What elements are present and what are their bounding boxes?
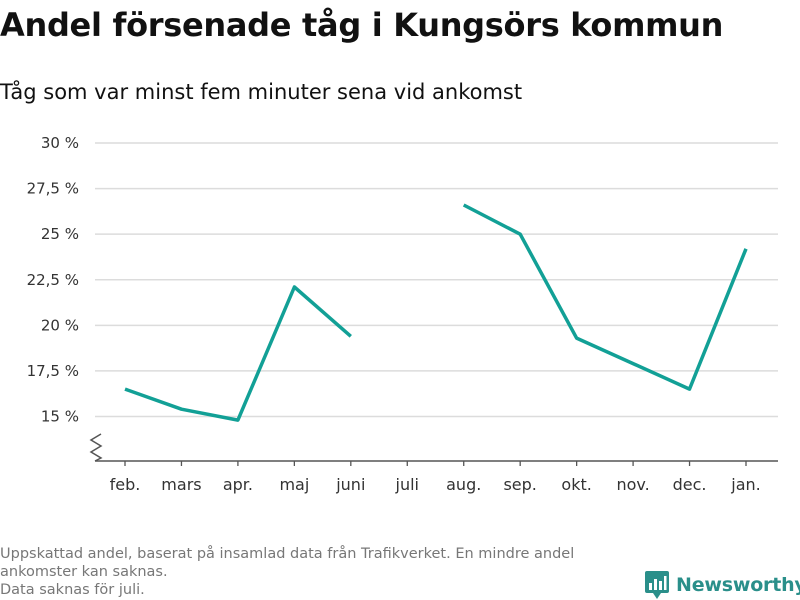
series-lines	[124, 203, 748, 422]
series-line-segment	[462, 203, 748, 391]
axis-break-mark	[89, 433, 103, 462]
y-tick-label: 22,5 %	[27, 271, 79, 289]
x-tick-label: jan.	[730, 475, 760, 494]
chart-subtitle: Tåg som var minst fem minuter sena vid a…	[0, 80, 523, 104]
y-tick-label: 15 %	[41, 408, 79, 426]
x-tick-label: juni	[335, 475, 365, 494]
bar-chart-logo-icon	[645, 571, 669, 599]
footnote-line-2: Data saknas för juli.	[0, 582, 145, 598]
brand-logo: Newsworthy	[644, 570, 800, 600]
chart-title: Andel försenade tåg i Kungsörs kommun	[0, 6, 724, 44]
x-tick-label: mars	[161, 475, 201, 494]
y-tick-label: 30 %	[41, 134, 79, 152]
y-tick-label: 27,5 %	[27, 180, 79, 198]
x-tick-label: nov.	[616, 475, 649, 494]
grid-lines	[95, 142, 778, 418]
y-tick-label: 20 %	[41, 316, 79, 334]
y-axis-tick-labels: 15 % 17,5 % 20 % 22,5 % 25 % 27,5 % 30 %	[27, 134, 79, 426]
x-tick-label: okt.	[561, 475, 591, 494]
x-axis	[89, 433, 778, 462]
x-tick-label: maj	[279, 475, 309, 494]
x-tick-label: juli	[395, 475, 419, 494]
x-axis-tick-labels: feb. mars apr. maj juni juli aug. sep. okt. nov. d…	[110, 461, 761, 494]
series-line-segment	[124, 285, 352, 422]
chart-footnote: Uppskattad andel, baserat på insamlad da…	[0, 545, 640, 599]
brand-name: Newsworthy	[676, 574, 800, 596]
footnote-line-1: Uppskattad andel, baserat på insamlad da…	[0, 546, 575, 580]
x-tick-label: feb.	[110, 475, 141, 494]
x-tick-label: aug.	[446, 475, 481, 494]
y-tick-label: 17,5 %	[27, 362, 79, 380]
x-tick-label: apr.	[223, 475, 253, 494]
x-tick-label: sep.	[503, 475, 536, 494]
x-tick-label: dec.	[673, 475, 707, 494]
y-tick-label: 25 %	[41, 225, 79, 243]
line-chart: 15 % 17,5 % 20 % 22,5 % 25 % 27,5 % 30 % feb. m…	[27, 134, 778, 494]
